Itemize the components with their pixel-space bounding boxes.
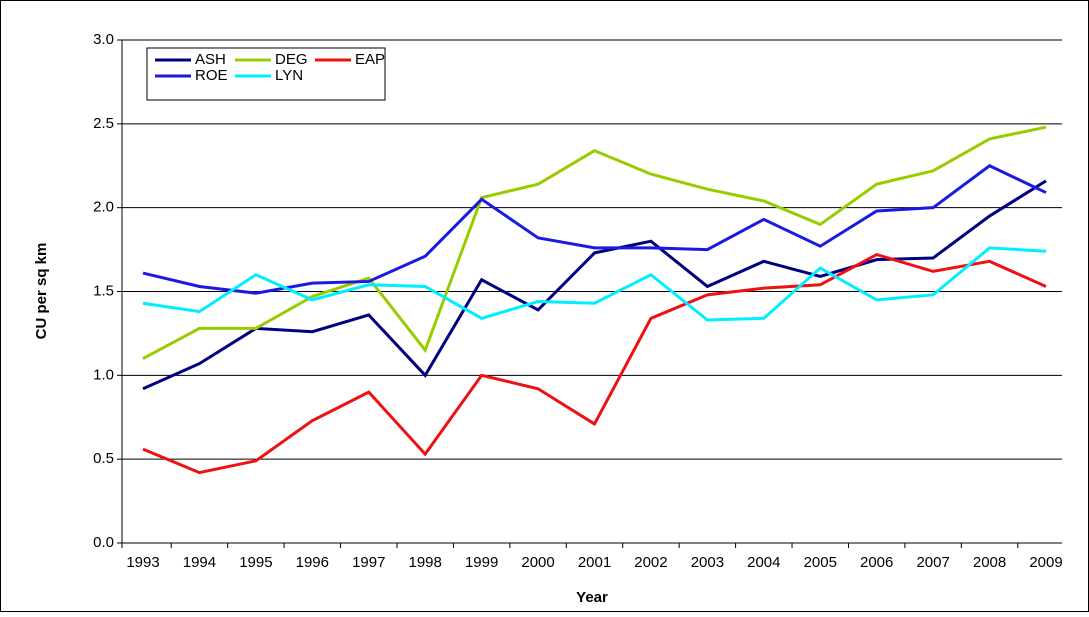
legend-label: ASH	[195, 51, 226, 68]
line-series	[142, 125, 1047, 360]
x-tick-label: 1995	[239, 554, 272, 571]
y-tick-label: 3.0	[93, 31, 114, 48]
x-tick-label: 1997	[352, 554, 385, 571]
y-tick-label: 0.0	[93, 534, 114, 551]
x-tick-label: 2003	[691, 554, 724, 571]
y-tick-label: 1.0	[93, 366, 114, 383]
x-tick-label: 1996	[296, 554, 329, 571]
x-tick-label: 2007	[916, 554, 949, 571]
x-tick-label: 2006	[860, 554, 893, 571]
line-series	[142, 252, 1047, 475]
legend-label: ROE	[195, 67, 228, 84]
y-tick-label: 0.5	[93, 450, 114, 467]
y-tick-label: 1.5	[93, 282, 114, 299]
legend-box	[146, 47, 386, 101]
x-tick-label: 2008	[973, 554, 1006, 571]
y-tick-label: 2.5	[93, 115, 114, 132]
x-tick-label: 2002	[634, 554, 667, 571]
line-series	[142, 246, 1047, 322]
legend-label: LYN	[275, 67, 303, 84]
line-series	[142, 164, 1047, 295]
x-tick-label: 2009	[1029, 554, 1062, 571]
x-tick-label: 2005	[804, 554, 837, 571]
legend-label: DEG	[275, 51, 308, 68]
x-tick-label: 1994	[183, 554, 216, 571]
y-tick-label: 2.0	[93, 199, 114, 216]
legend-label: EAP	[355, 51, 385, 68]
x-axis-label: Year	[576, 589, 608, 606]
x-tick-label: 2000	[521, 554, 554, 571]
x-tick-label: 1998	[409, 554, 442, 571]
y-axis-label: CU per sq km	[33, 243, 50, 340]
x-tick-label: 2001	[578, 554, 611, 571]
x-tick-label: 2004	[747, 554, 780, 571]
x-tick-label: 1999	[465, 554, 498, 571]
x-tick-label: 1993	[126, 554, 159, 571]
